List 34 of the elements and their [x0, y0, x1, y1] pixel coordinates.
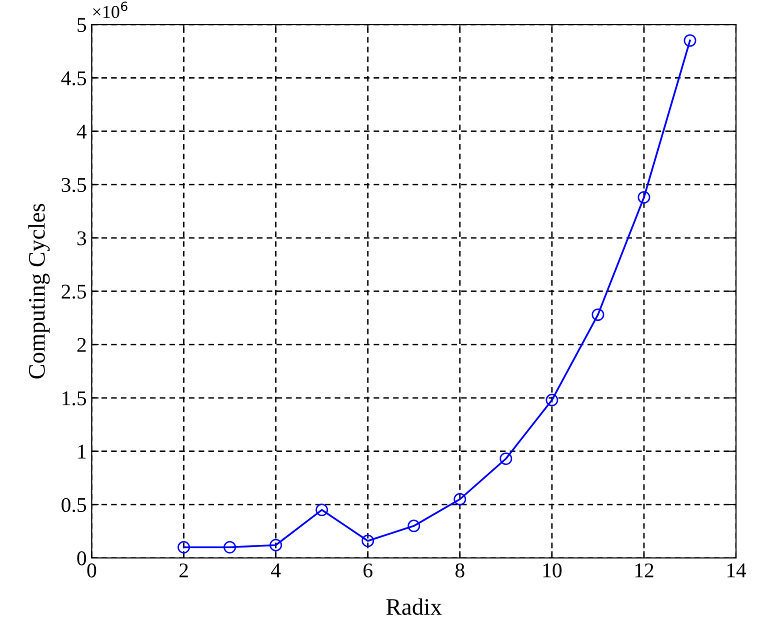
point — [592, 308, 604, 321]
y-tick-label: 1.5 — [62, 391, 86, 406]
x-tick-label: 0 — [87, 563, 96, 578]
point — [500, 452, 512, 465]
x-tick-label: 4 — [271, 564, 281, 578]
x-tick-label: 10 — [543, 563, 562, 578]
x-tick-label: 14 — [727, 563, 746, 578]
y-tick-label: 1 — [78, 444, 86, 458]
x-tick-label: 8 — [455, 563, 464, 578]
point — [408, 520, 420, 532]
y-tick-label: 3.5 — [62, 178, 86, 192]
point — [270, 538, 282, 552]
y-tick-label: 0 — [77, 551, 86, 566]
x-tick-label: 12 — [635, 563, 654, 578]
x-tick-label: 2 — [179, 563, 188, 578]
point — [362, 534, 374, 548]
point — [638, 191, 650, 204]
y-tick-label: 5 — [78, 18, 86, 32]
y-tick-label: 3 — [77, 231, 86, 246]
point — [178, 541, 190, 554]
y-tick-label: 2 — [77, 338, 86, 352]
y-tick-label: 4.5 — [61, 71, 86, 86]
point — [224, 541, 236, 554]
y-tick-label: 4 — [76, 124, 87, 138]
x-axis-title: Radix — [386, 598, 442, 615]
point — [316, 504, 328, 516]
y-tick-label: 0.5 — [62, 498, 86, 512]
x-tick-label: 6 — [364, 563, 372, 578]
point — [546, 394, 558, 406]
point — [684, 34, 696, 47]
point — [454, 493, 466, 506]
text: ×10$^{6}$ — [93, 2, 128, 18]
y-tick-label: 2.5 — [62, 284, 86, 299]
y-axis-title: Computing Cycles — [28, 204, 50, 378]
